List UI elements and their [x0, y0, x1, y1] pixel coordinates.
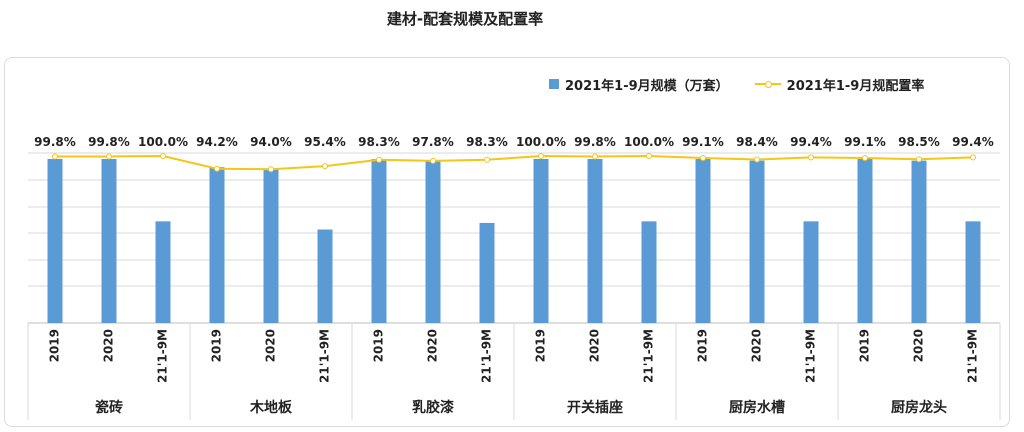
rate-data-label: 99.4%	[790, 135, 832, 149]
x-tick-label: 2019	[858, 329, 872, 362]
x-tick-label: 21'1-9M	[318, 329, 332, 383]
x-tick-label: 2020	[264, 329, 278, 362]
rate-data-label: 99.8%	[34, 135, 76, 149]
bar	[47, 159, 63, 323]
rate-point	[484, 156, 490, 163]
x-tick-label: 21'1-9M	[642, 329, 656, 383]
rate-data-label: 99.4%	[952, 135, 994, 149]
x-tick-label: 2019	[534, 329, 548, 362]
group-label: 开关插座	[567, 399, 623, 416]
group-label: 乳胶漆	[412, 399, 454, 416]
rate-point	[754, 156, 760, 163]
bar	[317, 229, 333, 323]
rate-point	[268, 166, 274, 173]
x-tick-label: 2020	[102, 329, 116, 362]
rate-point	[646, 153, 652, 159]
bar	[587, 159, 603, 323]
rate-data-label: 99.1%	[682, 135, 724, 149]
legend-item-line: 2021年1-9月规配置率	[754, 75, 925, 94]
x-tick-label: 21'1-9M	[966, 329, 980, 383]
bar	[209, 167, 225, 323]
rate-point	[916, 156, 922, 163]
x-tick-label: 21'1-9M	[804, 329, 818, 383]
rate-point	[106, 153, 112, 160]
rate-point	[52, 153, 58, 160]
bar	[425, 160, 441, 323]
bar	[803, 221, 819, 323]
x-tick-label: 2020	[750, 329, 764, 362]
bar	[749, 160, 765, 323]
rate-point	[538, 153, 544, 159]
rate-point	[592, 153, 598, 160]
x-tick-label: 2020	[588, 329, 602, 362]
x-tick-label: 2020	[426, 329, 440, 362]
rate-line	[55, 154, 974, 171]
rate-data-label: 98.4%	[736, 135, 778, 149]
rate-point	[214, 165, 220, 172]
bar	[911, 160, 927, 323]
x-tick-label: 21'1-9M	[480, 329, 494, 383]
group-label: 瓷砖	[95, 399, 123, 416]
rate-data-label: 94.0%	[250, 135, 292, 149]
rate-point	[430, 157, 436, 164]
group-label: 木地板	[249, 399, 293, 416]
x-tick-label: 21'1-9M	[156, 329, 170, 383]
rate-data-label: 98.5%	[898, 135, 940, 149]
chart-panel	[4, 57, 1010, 427]
bar	[479, 222, 495, 323]
rate-point	[970, 154, 976, 161]
legend-line-swatch	[754, 79, 781, 89]
x-tick-label: 2019	[696, 329, 710, 362]
rate-data-label: 100.0%	[516, 135, 566, 149]
group-label: 厨房水槽	[729, 399, 785, 416]
legend-bar-label: 2021年1-9月规模（万套）	[565, 78, 729, 94]
bar	[695, 159, 711, 323]
legend-bar-swatch	[549, 79, 559, 89]
rate-point	[160, 153, 166, 159]
bar	[965, 221, 981, 323]
bar	[101, 159, 117, 323]
rate-data-label: 100.0%	[138, 135, 188, 149]
rate-data-label: 99.1%	[844, 135, 886, 149]
rate-data-label: 95.4%	[304, 135, 346, 149]
x-tick-label: 2019	[372, 329, 386, 362]
legend-item-bar: 2021年1-9月规模（万套）	[549, 75, 729, 94]
rate-data-label: 100.0%	[624, 135, 674, 149]
x-tick-label: 2019	[48, 329, 62, 362]
group-label: 厨房龙头	[891, 399, 947, 416]
rate-point	[700, 154, 706, 161]
x-tick-label: 2020	[912, 329, 926, 362]
bar	[155, 221, 171, 323]
bar	[263, 168, 279, 323]
legend: 2021年1-9月规模（万套） 2021年1-9月规配置率	[549, 75, 950, 94]
rate-point	[862, 154, 868, 161]
bar	[641, 221, 657, 323]
bar	[371, 159, 387, 323]
rate-point	[322, 163, 328, 170]
rate-data-label: 98.3%	[358, 135, 400, 149]
bar	[857, 159, 873, 323]
rate-data-label: 94.2%	[196, 135, 238, 149]
rate-point	[376, 156, 382, 163]
rate-data-label: 98.3%	[466, 135, 508, 149]
rate-data-label: 99.8%	[574, 135, 616, 149]
rate-data-label: 97.8%	[412, 135, 454, 149]
legend-line-label: 2021年1-9月规配置率	[786, 78, 925, 94]
rate-point	[808, 154, 814, 161]
x-tick-label: 2019	[210, 329, 224, 362]
bar	[533, 159, 549, 323]
chart-title: 建材-配套规模及配置率	[386, 10, 544, 28]
rate-data-label: 99.8%	[88, 135, 130, 149]
